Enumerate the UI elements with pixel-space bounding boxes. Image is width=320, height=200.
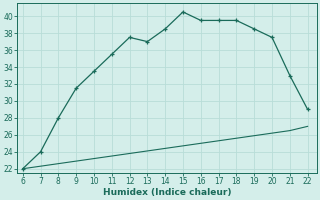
- X-axis label: Humidex (Indice chaleur): Humidex (Indice chaleur): [103, 188, 231, 197]
